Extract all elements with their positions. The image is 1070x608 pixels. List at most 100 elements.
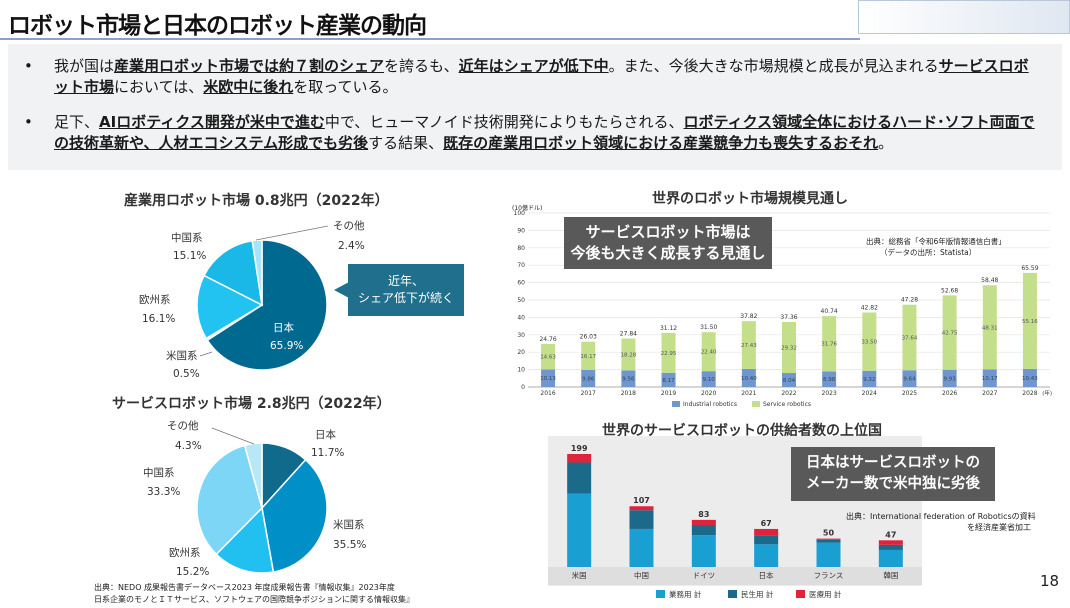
bar-industrial [701, 371, 716, 387]
bar-total-label: 37.82 [740, 313, 757, 320]
industrial-pie-title: 産業用ロボット市場 0.8兆円（2022年） [124, 193, 389, 209]
supplier-country-label: 中国 [634, 570, 649, 580]
pie1-label-us: 米国系 [166, 350, 198, 362]
supplier-axis-band [548, 567, 922, 585]
bar-service-label: 22.95 [661, 351, 677, 357]
supplier-total-label: 47 [885, 530, 896, 539]
pie1-value-europe: 16.1% [142, 313, 176, 325]
emphasis: サービスロボット市場 [54, 57, 1029, 96]
text: 中で、ヒューマノイド技術開発によりもたらされる、 [324, 113, 684, 131]
bar-total-label: 40.74 [821, 308, 838, 315]
text: 我が国は [54, 57, 115, 75]
bar-service-label: 42.75 [942, 331, 958, 337]
bar-industrial [1022, 368, 1037, 387]
bar-industrial [741, 368, 756, 387]
market-x-tick: 2026 [942, 390, 957, 397]
supplier-bar-segment [754, 528, 779, 536]
pie2-label-japan: 日本 [315, 429, 336, 441]
share-decline-callout: 近年、 シェア低下が続く [348, 264, 464, 316]
bar-total-label: 27.84 [620, 331, 637, 338]
pie1-value-us: 0.5% [173, 368, 200, 380]
summary-bullet-1: • 我が国は産業用ロボット市場では約７割のシェアを誇るも、近年はシェアが低下中。… [24, 56, 1042, 98]
supplier-total-label: 107 [633, 496, 650, 505]
bar-industrial [902, 370, 917, 387]
bar-industrial-label: 10.43 [1022, 376, 1038, 382]
bar-service-label: 18.28 [621, 352, 637, 358]
supplier-bar-segment [878, 540, 903, 545]
callout-line: メーカー数で米中独に劣後 [806, 476, 980, 492]
market-y-tick: 20 [517, 349, 525, 356]
bar-service [621, 338, 636, 371]
emphasis: 近年はシェアが低下中 [458, 57, 609, 75]
bar-industrial [982, 369, 997, 387]
market-x-tick: 2025 [902, 390, 917, 397]
bar-industrial-label: 10.17 [982, 376, 998, 382]
market-y-tick: 30 [517, 332, 525, 339]
supplier-bar-segment [691, 524, 716, 536]
market-y-tick: 10 [517, 367, 525, 374]
market-x-tick: 2017 [581, 390, 596, 397]
bar-total-label: 37.36 [780, 314, 797, 321]
bar-industrial-label: 8.17 [662, 378, 675, 384]
callout-line: 日本はサービスロボットの [806, 455, 980, 471]
market-chart-title: 世界のロボット市場規模見通し [652, 191, 848, 207]
bar-industrial-label: 8.98 [823, 377, 836, 383]
supplier-total-label: 199 [571, 444, 588, 453]
supplier-bar-segment [629, 528, 654, 567]
bar-industrial [782, 373, 796, 387]
bar-service [942, 295, 957, 370]
bar-industrial [862, 370, 877, 387]
pie1-value-japan: 65.9% [270, 340, 304, 352]
bar-service [782, 321, 796, 374]
bar-total-label: 26.03 [580, 334, 597, 341]
pie1-value-other: 2.4% [338, 240, 365, 252]
bar-total-label: 58.48 [981, 277, 998, 284]
bar-total-label: 42.82 [861, 304, 878, 311]
supplier-country-label: 韓国 [883, 570, 898, 580]
supplier-bar-segment [691, 519, 716, 525]
bar-service-label: 14.63 [540, 355, 556, 361]
pie2-value-us: 35.5% [333, 539, 367, 551]
market-y-tick: 90 [517, 227, 525, 234]
pie1-label-china: 中国系 [171, 232, 203, 244]
summary-panel: • 我が国は産業用ロボット市場では約７割のシェアを誇るも、近年はシェアが低下中。… [8, 44, 1062, 170]
legend-swatch-service [752, 401, 760, 407]
bar-industrial-label: 9.56 [622, 377, 635, 383]
bar-industrial-label: 8.04 [783, 378, 796, 384]
market-source-2: （データの出所：Statista） [880, 248, 977, 257]
pie2-label-china: 中国系 [143, 467, 175, 479]
supplier-total-label: 83 [698, 510, 709, 519]
bar-industrial-label: 9.32 [863, 377, 875, 383]
pie2-value-other: 4.3% [175, 440, 202, 452]
pie1-label-europe: 欧州系 [139, 294, 171, 306]
pie-source-line-2: 日系企業のモノとＩＴサービス、ソフトウェアの国際競争ポジションに関する情報収集』 [94, 595, 414, 604]
bar-industrial [661, 372, 676, 387]
bar-industrial [541, 369, 556, 387]
market-unit: (10億ドル) [512, 205, 543, 212]
pie-slice-2 [215, 506, 275, 574]
bar-service [822, 316, 837, 372]
market-x-tick: 2023 [822, 390, 837, 397]
bar-industrial [942, 369, 957, 387]
pie2-label-us: 米国系 [333, 519, 365, 531]
callout-line: シェア低下が続く [357, 291, 454, 305]
market-y-tick: 0 [521, 384, 525, 391]
bar-service-label: 16.17 [580, 354, 596, 360]
supplier-bar-segment [629, 506, 654, 511]
legend-swatch-industrial [672, 401, 680, 407]
bar-industrial-label: 9.93 [943, 376, 956, 382]
market-x-tick: 2028 [1022, 390, 1037, 397]
bullet-dot: • [24, 113, 33, 131]
page-title: ロボット市場と日本のロボット産業の動向 [8, 13, 427, 39]
bar-industrial-label: 10.40 [741, 376, 757, 382]
supplier-legend-swatch [656, 590, 665, 598]
supplier-country-label: フランス [814, 571, 844, 580]
bar-service [701, 332, 716, 372]
bar-service [982, 285, 997, 370]
bar-industrial-label: 9.64 [903, 377, 916, 383]
market-x-tick: 2027 [982, 390, 997, 397]
bar-industrial-label: 9.86 [582, 376, 595, 382]
supplier-country-label: ドイツ [693, 571, 716, 580]
market-y-tick: 80 [517, 245, 525, 252]
